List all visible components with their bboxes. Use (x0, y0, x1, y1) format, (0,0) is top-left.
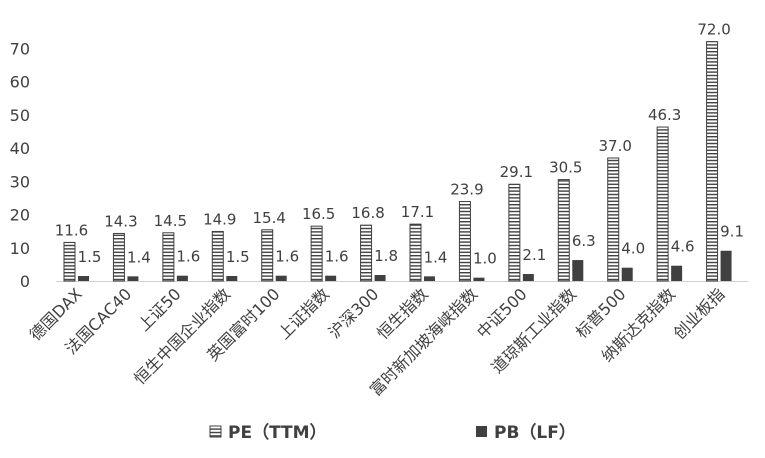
pe-data-label: 11.6 (55, 221, 88, 239)
pb-bar (325, 275, 337, 281)
pe-bar (261, 229, 274, 282)
pb-data-label: 1.8 (374, 247, 398, 265)
pe-data-label: 37.0 (599, 137, 632, 155)
bars-group: 11.61.514.31.414.51.614.91.515.41.616.51… (55, 21, 744, 282)
pe-bar (508, 183, 521, 282)
pb-data-label: 1.6 (176, 248, 200, 266)
y-tick-label: 70 (10, 39, 30, 58)
pb-bar (572, 260, 584, 281)
pe-data-label: 14.3 (104, 212, 137, 230)
pe-bar (310, 225, 323, 282)
pb-bar (275, 275, 287, 281)
pb-bar (78, 276, 89, 281)
pb-data-label: 1.5 (226, 248, 250, 266)
pe-bar (63, 241, 76, 282)
pe-bar (458, 201, 471, 282)
legend-swatch-pb (476, 426, 487, 437)
pe-data-label: 30.5 (549, 159, 582, 177)
pb-data-label: 1.4 (424, 248, 448, 266)
pb-data-label: 6.3 (572, 232, 596, 250)
y-tick-label: 60 (10, 73, 30, 92)
pb-data-label: 1.4 (127, 248, 151, 266)
category-label: 创业板指 (670, 284, 729, 343)
pe-data-label: 29.1 (500, 163, 533, 181)
legend-label-pe: PE（TTM） (228, 422, 327, 443)
y-tick-label: 0 (20, 272, 30, 291)
category-label: 上证指数 (274, 284, 333, 343)
pb-bar (473, 277, 485, 281)
legend-label-pb: PB（LF） (494, 422, 576, 443)
pe-data-label: 16.5 (302, 205, 335, 223)
pb-data-label: 1.6 (325, 248, 349, 266)
pb-data-label: 4.6 (671, 238, 695, 256)
y-tick-label: 50 (10, 106, 30, 125)
pb-data-label: 2.1 (522, 246, 546, 264)
pb-bar (176, 275, 188, 281)
pb-bar (374, 275, 386, 281)
pb-data-label: 9.1 (720, 223, 744, 241)
pe-data-label: 16.8 (351, 204, 384, 222)
pb-data-label: 1.0 (473, 250, 497, 268)
pe-bar (112, 232, 125, 282)
pe-data-label: 14.9 (203, 210, 236, 228)
pe-bar (409, 223, 422, 282)
pb-bar (621, 267, 633, 281)
pb-bar (522, 274, 534, 281)
pe-data-label: 17.1 (401, 203, 434, 221)
y-tick-label: 10 (10, 239, 30, 258)
x-axis: 德国DAX法国CAC40上证50恒生中国企业指数英国富时100上证指数沪深300… (26, 281, 748, 400)
category-label: 沪深300 (325, 284, 383, 342)
pb-data-label: 1.6 (275, 248, 299, 266)
pb-data-label: 1.5 (78, 248, 102, 266)
pe-bar (360, 224, 373, 282)
pe-data-label: 15.4 (253, 209, 286, 227)
pe-bar (211, 230, 224, 282)
y-axis: 0 10 20 30 40 50 60 70 (10, 39, 30, 291)
legend: PE（TTM） PB（LF） (209, 422, 576, 443)
y-tick-label: 40 (10, 139, 30, 158)
pe-data-label: 72.0 (697, 21, 730, 39)
pb-bar (226, 276, 238, 281)
pe-data-label: 23.9 (450, 181, 483, 199)
y-tick-label: 30 (10, 172, 30, 191)
pe-data-label: 14.5 (154, 212, 187, 230)
pe-data-label: 46.3 (648, 106, 681, 124)
pe-bar (162, 232, 175, 282)
pe-bar (656, 126, 669, 282)
pb-bar (671, 265, 683, 281)
pe-bar (557, 179, 570, 282)
pb-bar (424, 276, 435, 281)
category-label: 道琼斯工业指数 (487, 284, 580, 377)
pb-data-label: 4.0 (621, 240, 645, 258)
pb-bar (720, 250, 732, 281)
y-tick-label: 20 (10, 206, 30, 225)
pb-bar (127, 276, 139, 281)
pe-bar (607, 157, 620, 282)
legend-swatch-pe (209, 425, 222, 438)
pe-bar (706, 41, 719, 282)
